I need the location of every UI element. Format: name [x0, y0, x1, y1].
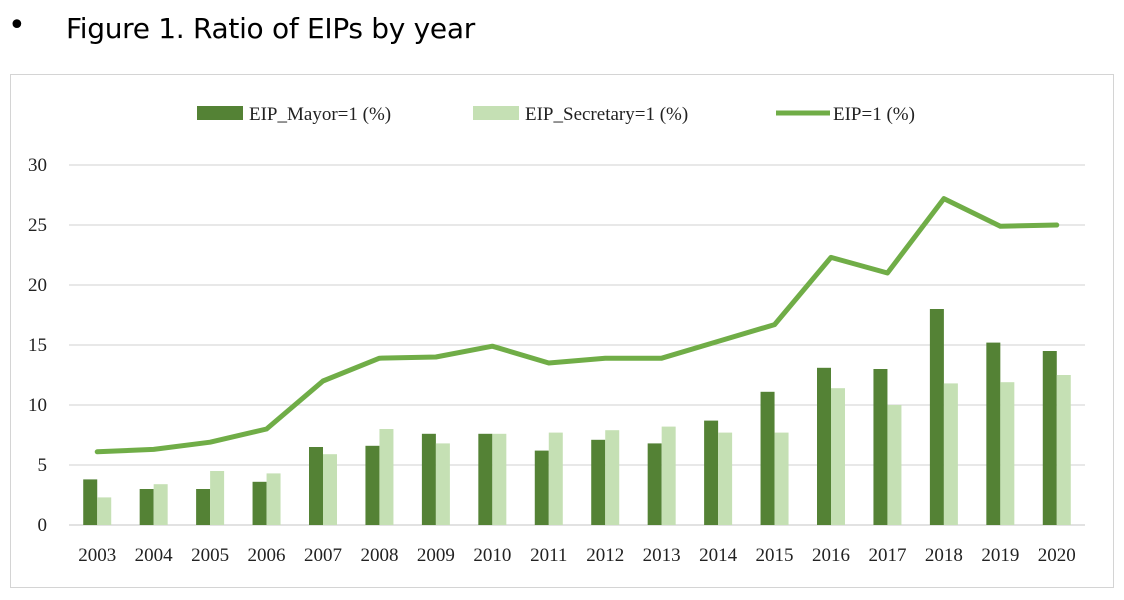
bar-secretary-2016	[831, 388, 845, 525]
figure-title: Figure 1. Ratio of EIPs by year	[66, 12, 475, 45]
bar-mayor-2007	[309, 447, 323, 525]
x-tick-label-2018: 2018	[925, 545, 963, 566]
bar-mayor-2020	[1042, 351, 1057, 525]
series-line-eip	[94, 196, 1060, 455]
y-tick-label-5: 5	[38, 455, 48, 476]
x-tick-label-2003: 2003	[78, 545, 116, 566]
x-tick-label-2008: 2008	[360, 545, 398, 566]
legend-mayor-swatch	[197, 106, 243, 120]
x-tick-label-2012: 2012	[586, 545, 624, 566]
bar-mayor-2010	[478, 433, 493, 525]
bar-mayor-2006	[252, 481, 267, 525]
bar-secretary-2008	[379, 429, 394, 525]
legend-eip-label: EIP=1 (%)	[833, 104, 915, 125]
bar-secretary-2012	[605, 430, 620, 525]
bar-secretary-2017	[887, 405, 902, 525]
bar-mayor-2004	[139, 489, 154, 525]
chart-svg: 0 5 10 15 20 25 30 2003 2004 2005 2006 2007 2008 2009…	[28, 104, 1085, 566]
bar-mayor-2013	[647, 443, 662, 525]
y-tick-label-15: 15	[28, 335, 47, 356]
bar-secretary-2014	[718, 432, 733, 525]
bar-mayor-2018	[929, 309, 944, 525]
bar-secretary-2010	[492, 433, 507, 525]
x-tick-label-2020: 2020	[1038, 545, 1076, 566]
bar-mayor-2015	[760, 391, 775, 525]
bar-secretary-2005	[210, 471, 225, 525]
bar-mayor-2014	[704, 420, 719, 525]
bar-secretary-2015	[774, 432, 789, 525]
bar-secretary-2003	[97, 497, 112, 525]
bar-secretary-2020	[1056, 375, 1071, 525]
bar-secretary-2011	[548, 432, 563, 525]
x-tick-label-2009: 2009	[417, 545, 455, 566]
bar-mayor-2019	[986, 342, 1001, 525]
bar-secretary-2009	[435, 443, 450, 525]
x-tick-label-2006: 2006	[248, 545, 286, 566]
x-tick-label-2011: 2011	[530, 545, 567, 566]
bar-secretary-2013	[661, 426, 676, 525]
bar-secretary-2007	[323, 454, 337, 525]
x-tick-label-2019: 2019	[981, 545, 1019, 566]
y-tick-label-10: 10	[28, 395, 47, 416]
bar-secretary-2006	[266, 473, 281, 525]
bullet-point: •	[8, 8, 26, 43]
y-tick-label-0: 0	[38, 515, 48, 536]
legend-mayor-label: EIP_Mayor=1 (%)	[249, 104, 391, 125]
bar-mayor-2017	[873, 369, 888, 525]
y-tick-label-20: 20	[28, 275, 47, 296]
figure-heading: • Figure 1. Ratio of EIPs by year	[0, 0, 1124, 60]
chart-frame: 0 5 10 15 20 25 30 2003 2004 2005 2006 2007 2008 2009…	[10, 74, 1114, 588]
x-tick-label-2007: 2007	[304, 545, 342, 566]
x-tick-label-2010: 2010	[473, 545, 511, 566]
legend-secretary-swatch	[473, 106, 519, 120]
x-tick-label-2016: 2016	[812, 545, 850, 566]
y-tick-label-25: 25	[28, 215, 47, 236]
bar-mayor-2011	[534, 450, 549, 525]
x-tick-label-2004: 2004	[135, 545, 174, 566]
bar-mayor-2009	[421, 433, 436, 525]
y-tick-label-30: 30	[28, 155, 47, 176]
bar-mayor-2012	[591, 439, 606, 525]
x-tick-label-2015: 2015	[756, 545, 794, 566]
bar-secretary-2004	[153, 484, 168, 525]
legend-secretary-label: EIP_Secretary=1 (%)	[525, 104, 688, 125]
bar-mayor-2016	[817, 367, 831, 525]
bar-mayor-2008	[365, 445, 380, 525]
bar-mayor-2005	[196, 489, 211, 525]
x-tick-label-2013: 2013	[643, 545, 681, 566]
x-tick-label-2014: 2014	[699, 545, 738, 566]
bar-mayor-2003	[83, 479, 98, 525]
x-tick-label-2017: 2017	[868, 545, 906, 566]
bar-secretary-2018	[943, 383, 958, 525]
x-tick-label-2005: 2005	[191, 545, 229, 566]
bar-secretary-2019	[1000, 382, 1015, 525]
